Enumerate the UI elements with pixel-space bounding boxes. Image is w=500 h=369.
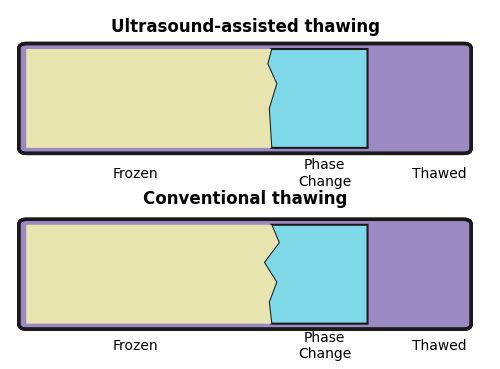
- Text: Ultrasound-assisted thawing: Ultrasound-assisted thawing: [110, 18, 380, 36]
- Polygon shape: [26, 225, 278, 324]
- Text: Phase
Change: Phase Change: [298, 331, 351, 361]
- FancyBboxPatch shape: [19, 219, 471, 329]
- Text: Frozen: Frozen: [113, 339, 158, 353]
- Text: Conventional thawing: Conventional thawing: [143, 190, 347, 208]
- Text: Phase
Change: Phase Change: [298, 158, 351, 189]
- FancyBboxPatch shape: [19, 44, 471, 154]
- Text: Frozen: Frozen: [113, 166, 158, 180]
- Polygon shape: [26, 49, 276, 148]
- Polygon shape: [268, 49, 368, 148]
- Text: Thawed: Thawed: [412, 166, 467, 180]
- Text: Thawed: Thawed: [412, 339, 467, 353]
- Polygon shape: [264, 225, 368, 324]
